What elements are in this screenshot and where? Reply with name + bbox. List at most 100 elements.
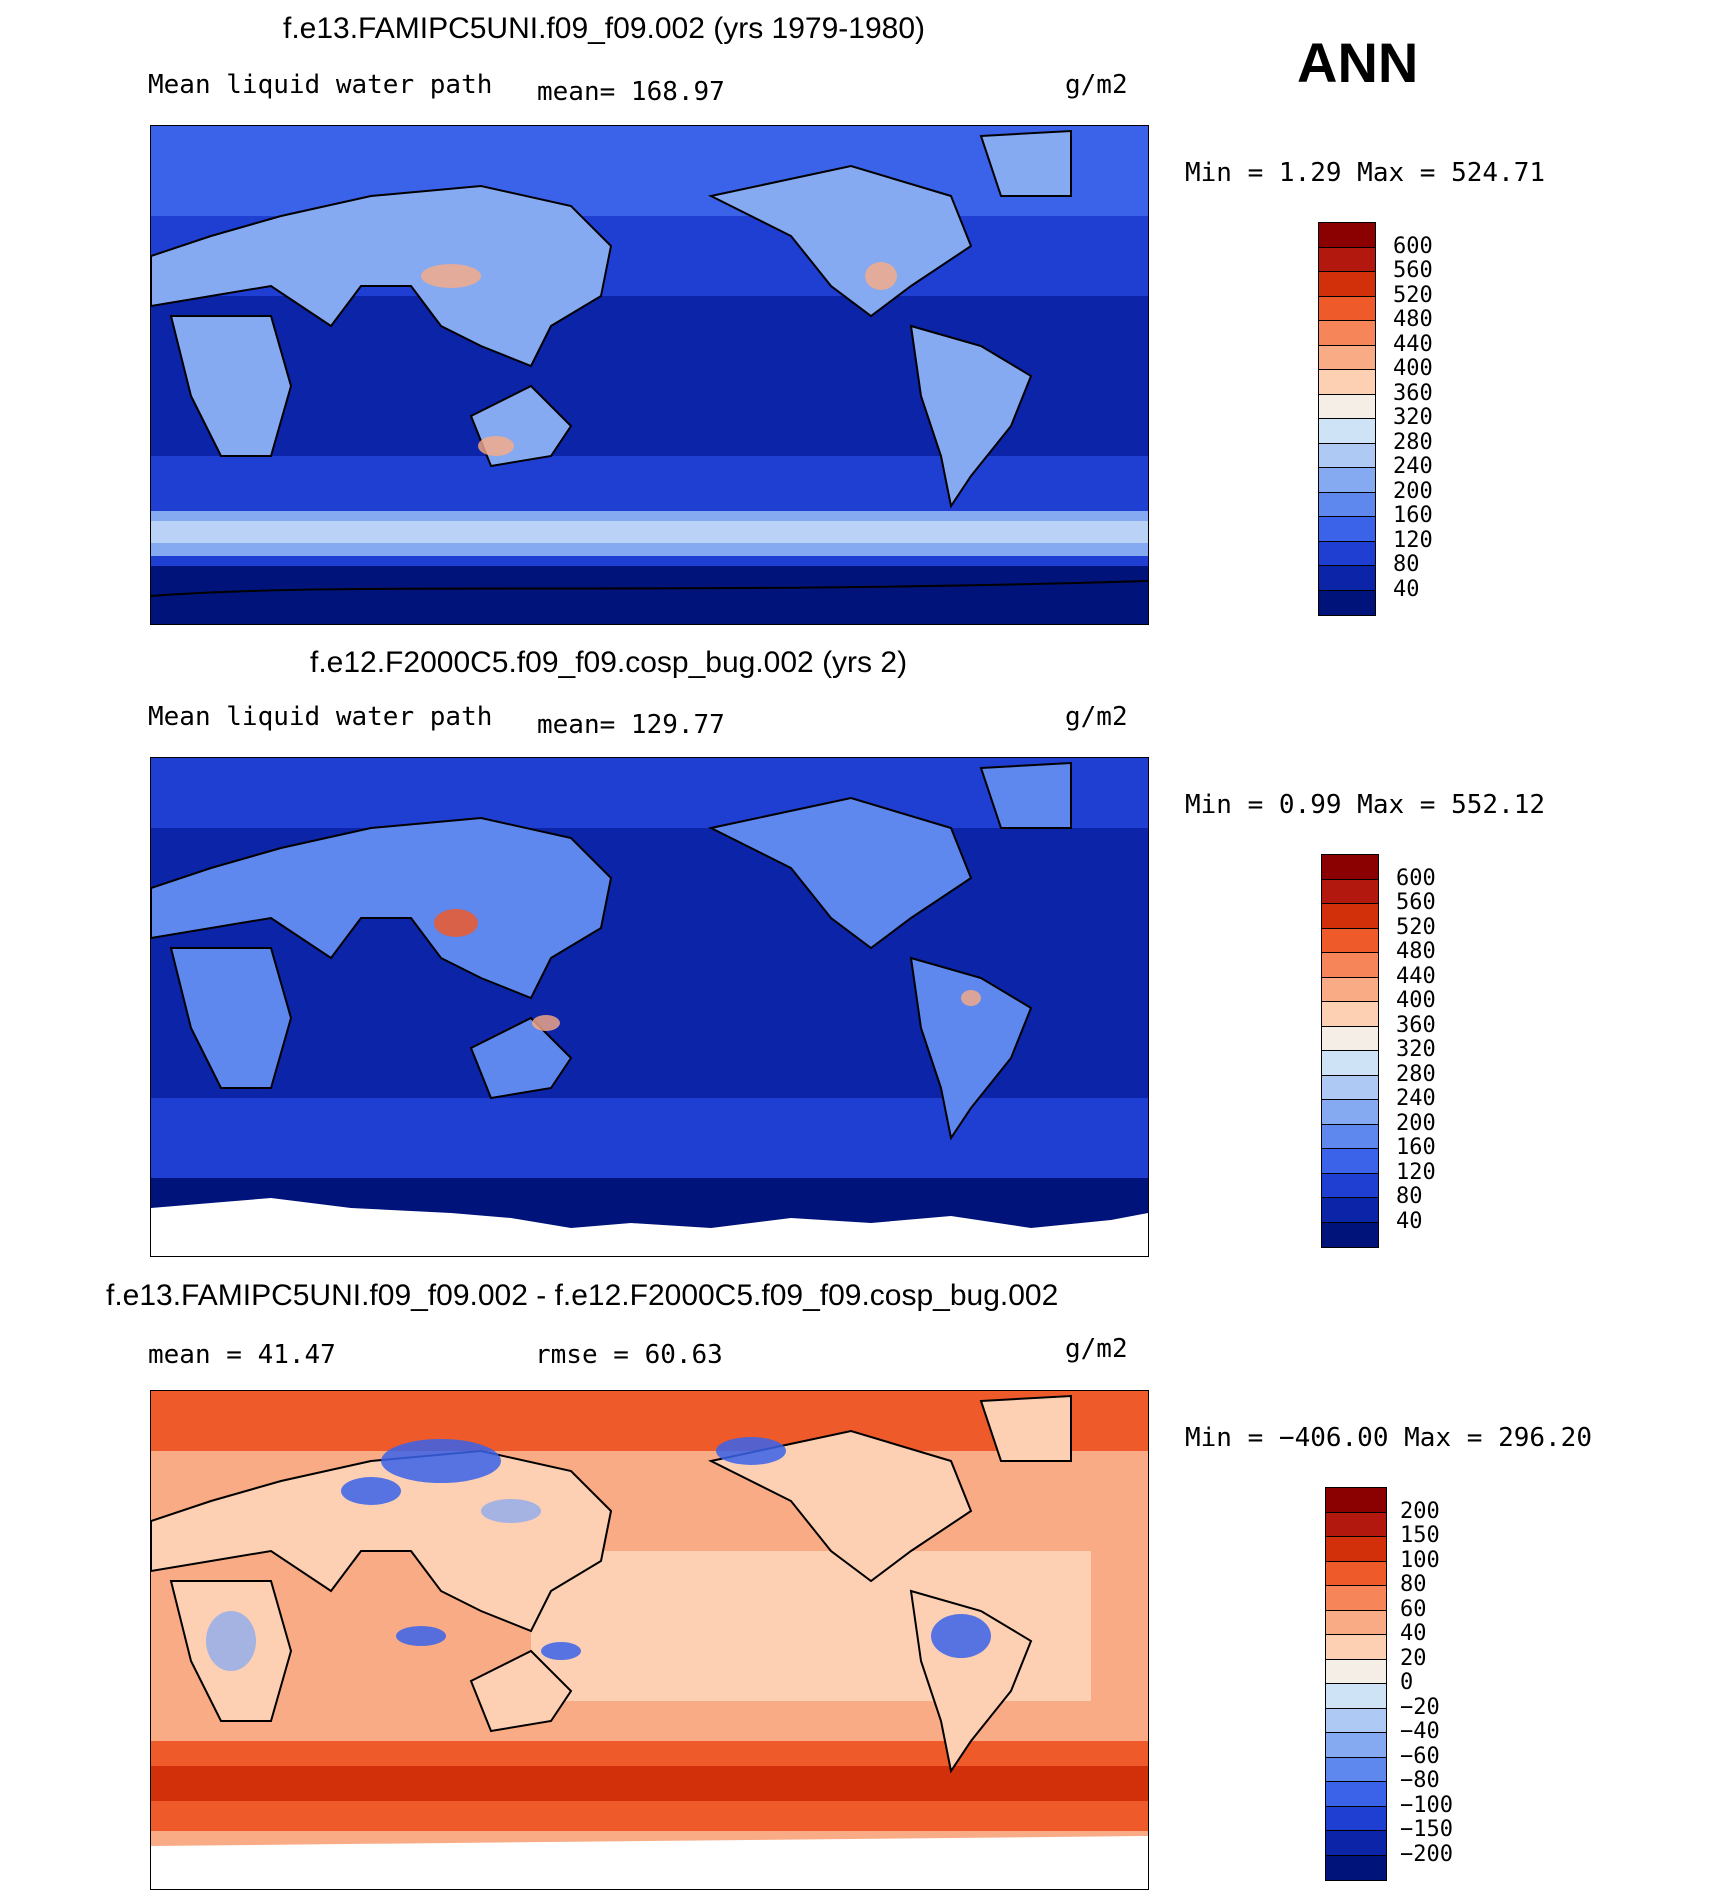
colorbar-tick-label: 80 xyxy=(1393,552,1420,577)
panel-2-title: f.e12.F2000C5.f09_f09.cosp_bug.002 (yrs … xyxy=(310,646,908,679)
colorbar-swatch xyxy=(1326,1684,1386,1709)
colorbar-swatch xyxy=(1319,247,1375,272)
panel-3-minmax: Min = −406.00 Max = 296.20 xyxy=(1185,1423,1592,1453)
colorbar-tick-label: 280 xyxy=(1393,429,1433,455)
colorbar-tick-label: 120 xyxy=(1396,1159,1436,1185)
colorbar-swatch xyxy=(1322,1002,1378,1027)
colorbar-tick-label: 160 xyxy=(1393,503,1433,528)
colorbar-tick-label: 240 xyxy=(1393,454,1433,479)
colorbar-swatch xyxy=(1326,1610,1386,1635)
panel-1-minmax: Min = 1.29 Max = 524.71 xyxy=(1185,158,1546,188)
panel-1-variable-label: Mean liquid water path xyxy=(148,70,493,100)
colorbar-swatch xyxy=(1319,468,1375,493)
panel-2-units: g/m2 xyxy=(1065,702,1128,732)
colorbar-swatch xyxy=(1326,1512,1386,1537)
colorbar-swatch xyxy=(1319,223,1375,248)
colorbar-tick-label: −20 xyxy=(1400,1694,1440,1720)
colorbar-tick-label: 520 xyxy=(1393,282,1433,308)
panel-2-map xyxy=(150,757,1149,1257)
colorbar-swatch xyxy=(1326,1855,1386,1880)
colorbar-swatch xyxy=(1319,419,1375,444)
colorbar-tick-label: 200 xyxy=(1393,478,1433,504)
colorbar-swatch xyxy=(1322,1124,1378,1149)
colorbar-tick-label: 440 xyxy=(1396,963,1436,989)
colorbar-tick-label: 0 xyxy=(1400,1670,1414,1695)
colorbar-swatch xyxy=(1322,879,1378,904)
panel-2-map-graphic xyxy=(151,758,1148,1256)
colorbar-swatch xyxy=(1326,1708,1386,1733)
colorbar-tick-label: 600 xyxy=(1393,233,1433,259)
colorbar-tick-label: 240 xyxy=(1396,1086,1436,1111)
colorbar-tick-label: −150 xyxy=(1400,1817,1453,1842)
colorbar-tick-label: 40 xyxy=(1396,1208,1423,1234)
colorbar-swatch xyxy=(1322,1198,1378,1223)
colorbar-swatch xyxy=(1319,517,1375,542)
colorbar-swatch xyxy=(1322,1149,1378,1174)
colorbar-tick-label: 320 xyxy=(1393,405,1433,430)
colorbar-tick-label: −100 xyxy=(1400,1792,1453,1818)
colorbar-swatch xyxy=(1326,1806,1386,1831)
colorbar-tick-label: 40 xyxy=(1393,576,1420,602)
panel-3-title: f.e13.FAMIPC5UNI.f09_f09.002 - f.e12.F20… xyxy=(106,1279,1059,1312)
colorbar-tick-label: −40 xyxy=(1400,1719,1440,1744)
colorbar-swatch xyxy=(1319,345,1375,370)
colorbar-swatch xyxy=(1319,321,1375,346)
colorbar-swatch xyxy=(1322,953,1378,978)
panel-1-mean: mean= 168.97 xyxy=(537,77,725,107)
colorbar-tick-label: 200 xyxy=(1400,1498,1440,1524)
colorbar-swatch xyxy=(1326,1586,1386,1611)
colorbar-swatch xyxy=(1319,492,1375,517)
colorbar-tick-label: 280 xyxy=(1396,1061,1436,1087)
panel-3-rmse: rmse = 60.63 xyxy=(535,1340,723,1370)
colorbar-swatch xyxy=(1319,443,1375,468)
panel-3-colorbar xyxy=(1325,1487,1387,1881)
colorbar-tick-label: 60 xyxy=(1400,1596,1427,1622)
colorbar-tick-label: 480 xyxy=(1393,307,1433,332)
colorbar-swatch xyxy=(1319,370,1375,395)
panel-1-colorbar xyxy=(1318,222,1376,616)
colorbar-tick-label: 160 xyxy=(1396,1135,1436,1160)
colorbar-swatch xyxy=(1326,1537,1386,1562)
colorbar-tick-label: 80 xyxy=(1400,1572,1427,1597)
panel-2-minmax: Min = 0.99 Max = 552.12 xyxy=(1185,790,1546,820)
colorbar-swatch xyxy=(1326,1561,1386,1586)
panel-3-units: g/m2 xyxy=(1065,1334,1128,1364)
colorbar-tick-label: 520 xyxy=(1396,914,1436,940)
colorbar-swatch xyxy=(1322,1075,1378,1100)
colorbar-tick-label: 400 xyxy=(1396,988,1436,1013)
panel-3-mean: mean = 41.47 xyxy=(148,1340,336,1370)
panel-3-map xyxy=(150,1390,1149,1890)
colorbar-tick-label: 120 xyxy=(1393,527,1433,553)
colorbar-tick-label: 400 xyxy=(1393,356,1433,381)
colorbar-swatch xyxy=(1322,1173,1378,1198)
colorbar-tick-label: 480 xyxy=(1396,939,1436,964)
colorbar-tick-label: 320 xyxy=(1396,1037,1436,1062)
panel-3-map-graphic xyxy=(151,1391,1148,1889)
colorbar-tick-label: 80 xyxy=(1396,1184,1423,1209)
panel-2-colorbar-labels: 600 560 520 480 440 400 360 320 280 240 200 160 120 8… xyxy=(1396,854,1476,1246)
colorbar-swatch xyxy=(1319,541,1375,566)
panel-1-colorbar-labels: 600 560 520 480 440 400 360 320 280 240 200 160 120 8… xyxy=(1393,222,1473,614)
colorbar-swatch xyxy=(1326,1659,1386,1684)
colorbar-swatch xyxy=(1326,1733,1386,1758)
colorbar-tick-label: −80 xyxy=(1400,1768,1440,1793)
colorbar-tick-label: 600 xyxy=(1396,865,1436,891)
colorbar-swatch xyxy=(1322,1051,1378,1076)
colorbar-swatch xyxy=(1319,296,1375,321)
colorbar-swatch xyxy=(1322,977,1378,1002)
colorbar-swatch xyxy=(1319,272,1375,297)
panel-1-title: f.e13.FAMIPC5UNI.f09_f09.002 (yrs 1979-1… xyxy=(283,12,926,45)
colorbar-tick-label: 560 xyxy=(1396,890,1436,915)
panel-2-colorbar xyxy=(1321,854,1379,1248)
colorbar-tick-label: 560 xyxy=(1393,258,1433,283)
panel-2-mean: mean= 129.77 xyxy=(537,710,725,740)
colorbar-tick-label: −200 xyxy=(1400,1841,1453,1867)
colorbar-swatch xyxy=(1326,1635,1386,1660)
colorbar-tick-label: 360 xyxy=(1393,380,1433,406)
colorbar-tick-label: 440 xyxy=(1393,331,1433,357)
colorbar-tick-label: 100 xyxy=(1400,1547,1440,1573)
colorbar-swatch xyxy=(1322,1222,1378,1247)
panel-1-map xyxy=(150,125,1149,625)
colorbar-swatch xyxy=(1326,1757,1386,1782)
panel-3-colorbar-labels: 200 150 100 80 60 40 20 0 −20 −40 −60 −80 −100 −150 −2… xyxy=(1400,1487,1500,1879)
